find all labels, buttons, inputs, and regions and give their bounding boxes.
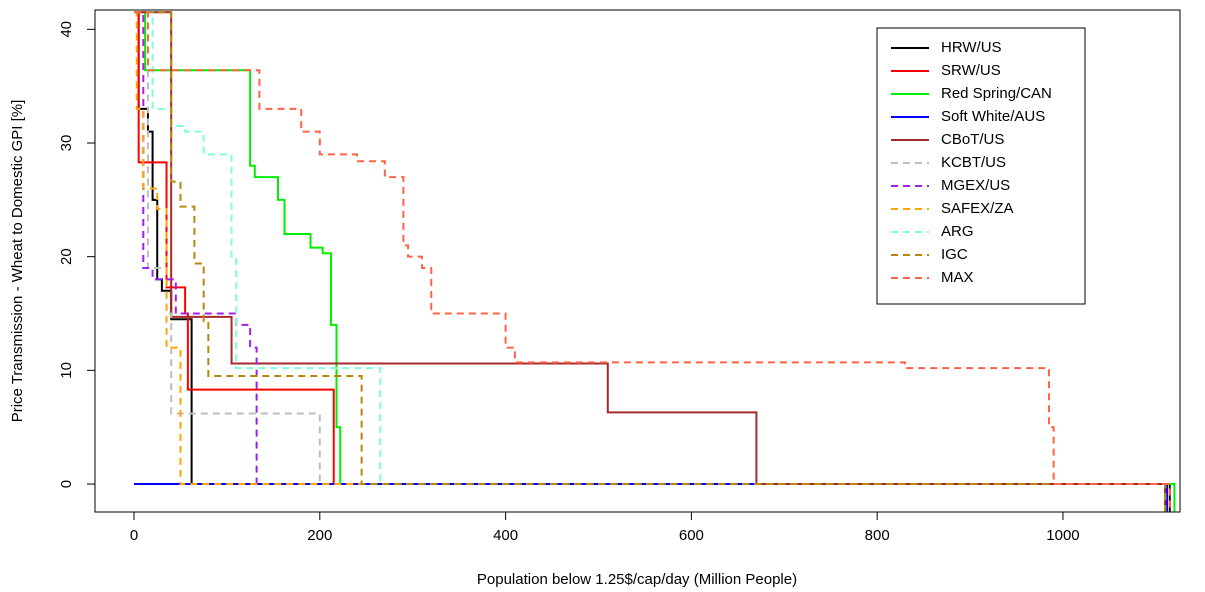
step-line	[134, 483, 1168, 512]
step-line	[134, 11, 1167, 512]
legend-label: ARG	[941, 223, 974, 240]
x-tick-label: 800	[865, 527, 890, 544]
x-tick-label: 0	[130, 527, 138, 544]
x-tick-label: 200	[307, 527, 332, 544]
legend: HRW/US SRW/US Red Spring/CAN Soft White/AUS…	[876, 27, 1086, 305]
y-tick-label: 30	[58, 135, 75, 152]
y-tick-label: 10	[58, 362, 75, 379]
legend-label: CBoT/US	[941, 131, 1004, 148]
y-tick-label: 20	[58, 248, 75, 265]
x-tick-label: 1000	[1046, 527, 1079, 544]
y-axis-title: Price Transmission - Wheat to Domestic G…	[9, 100, 26, 423]
step-line	[134, 11, 1167, 512]
plot-area	[134, 11, 1176, 512]
step-line	[134, 11, 1167, 512]
legend-label: HRW/US	[941, 39, 1002, 56]
legend-label: MGEX/US	[941, 177, 1010, 194]
x-tick-label: 600	[679, 527, 704, 544]
step-line	[134, 11, 1176, 512]
legend-label: Red Spring/CAN	[941, 85, 1052, 102]
legend-label: MAX	[941, 269, 974, 286]
x-tick-label: 400	[493, 527, 518, 544]
legend-label: KCBT/US	[941, 154, 1006, 171]
x-axis-title: Population below 1.25$/cap/day (Million …	[477, 571, 797, 588]
legend-label: IGC	[941, 246, 968, 263]
step-line	[134, 11, 1167, 512]
plot-frame	[94, 9, 1181, 513]
legend-label: SAFEX/ZA	[941, 200, 1014, 217]
step-line	[134, 11, 1171, 512]
legend-box	[876, 27, 1086, 305]
y-tick-label: 0	[58, 480, 75, 488]
legend-label: SRW/US	[941, 62, 1001, 79]
y-tick-label: 40	[58, 21, 75, 38]
legend-label: Soft White/AUS	[941, 108, 1045, 125]
